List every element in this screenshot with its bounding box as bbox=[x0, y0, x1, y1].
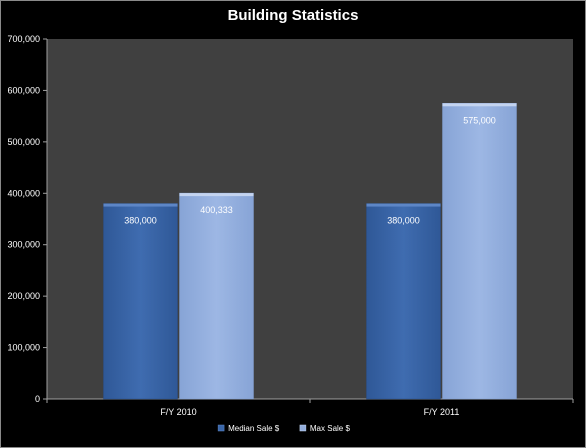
data-label: 400,333 bbox=[200, 205, 233, 215]
y-tick-label: 300,000 bbox=[7, 240, 40, 250]
legend-label-median-sale: Median Sale $ bbox=[228, 424, 280, 433]
y-tick-label: 400,000 bbox=[7, 188, 40, 198]
category-label: F/Y 2010 bbox=[160, 407, 196, 417]
category-label: F/Y 2011 bbox=[424, 407, 460, 417]
legend-label-max-sale: Max Sale $ bbox=[310, 424, 351, 433]
y-tick-label: 700,000 bbox=[7, 34, 40, 44]
bar-max-sale-0 bbox=[179, 192, 254, 400]
data-label: 380,000 bbox=[124, 216, 157, 226]
data-label: 380,000 bbox=[387, 216, 420, 226]
bar-median-sale-1 bbox=[366, 203, 441, 400]
bar-max-sale-1 bbox=[442, 103, 517, 400]
y-tick-label: 200,000 bbox=[7, 291, 40, 301]
bar-median-sale-0 bbox=[103, 203, 178, 400]
bar-top-highlight bbox=[366, 203, 441, 207]
legend-swatch-median-sale bbox=[217, 424, 225, 432]
bar-top-highlight bbox=[442, 103, 517, 107]
y-tick-label: 500,000 bbox=[7, 137, 40, 147]
bar-top-highlight bbox=[103, 203, 178, 207]
data-label: 575,000 bbox=[463, 115, 496, 125]
chart-title: Building Statistics bbox=[227, 7, 359, 24]
y-tick-label: 100,000 bbox=[7, 343, 40, 353]
bar-top-highlight bbox=[179, 193, 254, 197]
legend-swatch-max-sale bbox=[299, 424, 307, 432]
y-tick-label: 0 bbox=[35, 394, 40, 404]
y-tick-label: 600,000 bbox=[7, 85, 40, 95]
